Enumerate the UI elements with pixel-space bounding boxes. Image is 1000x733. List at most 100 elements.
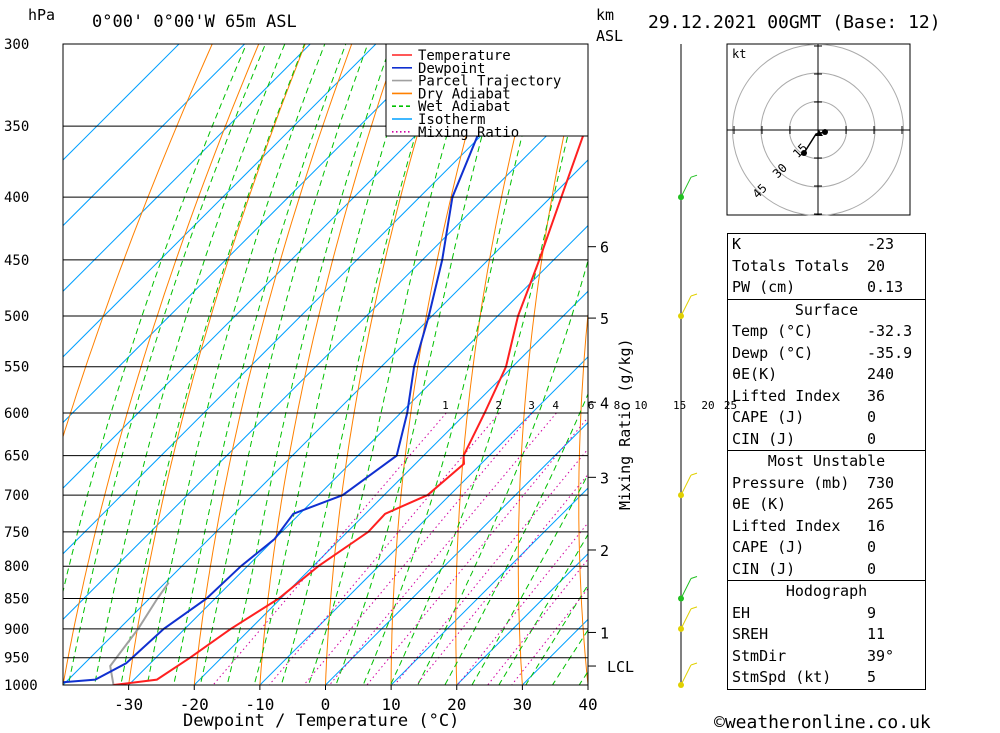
wind-barb bbox=[680, 474, 692, 496]
wind-barb-flag bbox=[690, 662, 698, 666]
hodograph-value: 39° bbox=[867, 646, 895, 665]
km-label: km bbox=[596, 6, 614, 24]
wet-adiabat-line bbox=[417, 258, 588, 685]
mixing-ratio-label: 10 bbox=[634, 399, 647, 412]
altitude-axis: 1 2 3 4 5 6 LCL bbox=[588, 239, 634, 676]
mixing-ratio-label: 8 bbox=[614, 399, 621, 412]
most-unstable-row: CIN (J) 0 bbox=[728, 559, 925, 581]
temperature-tick-label: -20 bbox=[180, 695, 209, 714]
legend-entry-label: Temperature bbox=[418, 48, 511, 64]
pressure-tick-label: 450 bbox=[4, 253, 29, 269]
indices-panel: K -23 Totals Totals 20 PW (cm) 0.13 Surface… bbox=[727, 233, 926, 690]
wind-barb bbox=[680, 608, 692, 630]
dry-adiabat-line bbox=[694, 26, 727, 711]
hodograph-row: StmSpd (kt) 5 bbox=[728, 667, 925, 689]
surface-value: 36 bbox=[867, 386, 886, 405]
altitude-tick-label: 4 bbox=[600, 394, 609, 412]
most-unstable-value: 730 bbox=[867, 473, 895, 492]
hodograph-point bbox=[801, 150, 807, 156]
hodograph-value: 9 bbox=[867, 603, 877, 622]
hodograph-title: Hodograph bbox=[785, 582, 868, 600]
dry-adiabat-line bbox=[637, 26, 681, 711]
wind-barb bbox=[680, 578, 692, 599]
mixing-ratio-line bbox=[366, 416, 588, 685]
most-unstable-value: 265 bbox=[867, 495, 895, 513]
surface-title: Surface bbox=[794, 300, 859, 319]
wind-barb bbox=[680, 176, 692, 198]
pressure-tick-label: 600 bbox=[4, 406, 29, 422]
wind-barb-flag bbox=[690, 293, 698, 297]
surface-row: Dewp (°C) -35.9 bbox=[728, 343, 925, 365]
parcel-trajectory-line bbox=[109, 582, 170, 685]
isotherm-line bbox=[63, 44, 311, 292]
legend-entry-label: Isotherm bbox=[418, 112, 485, 128]
most-unstable-value: 0 bbox=[867, 538, 877, 556]
isotherm-line bbox=[63, 44, 377, 358]
hodograph-row: EH 9 bbox=[728, 603, 925, 625]
wind-barb bbox=[680, 295, 692, 317]
pressure-tick-label: 550 bbox=[4, 360, 29, 376]
isotherm-line bbox=[128, 224, 588, 685]
most-unstable-title: Most Unstable bbox=[767, 452, 886, 470]
wind-level-dot bbox=[678, 312, 684, 319]
location-label: 0°00' 0°00'W 65m ASL bbox=[92, 12, 297, 32]
surface-row: Lifted Index 36 bbox=[728, 386, 925, 408]
dry-adiabat-line bbox=[259, 44, 399, 685]
wind-profile bbox=[678, 44, 698, 688]
wet-adiabat-line bbox=[280, 44, 444, 685]
pressure-axis: 300 350 400 450 500 550 600 650 700 750 800 850 900 9… bbox=[4, 37, 588, 694]
surface-value: 0 bbox=[867, 429, 877, 448]
most-unstable-row: θE (K) 265 bbox=[728, 494, 925, 516]
surface-value: -35.9 bbox=[867, 343, 913, 362]
temperature-tick-label: 0 bbox=[321, 695, 331, 714]
datetime-label: 29.12.2021 00GMT (Base: 12) bbox=[648, 12, 941, 33]
temperature-tick-label: 20 bbox=[447, 695, 466, 714]
wind-barb-flag bbox=[690, 606, 698, 610]
asl-label: ASL bbox=[596, 27, 623, 45]
hodograph-unit-label: kt bbox=[732, 47, 746, 61]
wet-adiabat-line bbox=[551, 629, 588, 685]
wet-adiabat-line bbox=[146, 44, 326, 685]
dry-adiabat-line bbox=[63, 44, 213, 439]
pressure-tick-label: 750 bbox=[4, 525, 29, 541]
wet-adiabat-line bbox=[307, 44, 475, 685]
surface-label: CIN (J) bbox=[732, 429, 796, 448]
temperature-tick-label: 30 bbox=[513, 695, 532, 714]
isotherm-line bbox=[390, 487, 588, 685]
wet-adiabat-line bbox=[525, 584, 588, 685]
dry-adiabat-line bbox=[578, 309, 588, 685]
pressure-tick-label: 950 bbox=[4, 651, 29, 667]
hodograph-row: StmDir 39° bbox=[728, 646, 925, 668]
hodograph-row: SREH 11 bbox=[728, 624, 925, 646]
mixing-ratio-line bbox=[457, 522, 588, 685]
precipitable-water-row: PW (cm) 0.13 bbox=[732, 278, 904, 296]
legend-entry-label: Mixing Ratio bbox=[418, 125, 519, 141]
wet-adiabat-line bbox=[173, 44, 347, 685]
wet-adiabat-line bbox=[335, 44, 508, 685]
altitude-tick-label: 6 bbox=[600, 239, 609, 257]
copyright: ©weatheronline.co.uk bbox=[714, 712, 931, 733]
most-unstable-row: Lifted Index 16 bbox=[728, 516, 925, 538]
pressure-tick-label: 350 bbox=[4, 119, 29, 135]
pressure-tick-label: 700 bbox=[4, 488, 29, 504]
dry-adiabat-line bbox=[324, 44, 446, 685]
mixing-ratio-label: 20 bbox=[701, 399, 714, 412]
surface-value: 240 bbox=[867, 365, 895, 383]
isotherm-line bbox=[63, 44, 508, 489]
pressure-tick-label: 400 bbox=[4, 190, 29, 206]
pressure-tick-label: 1000 bbox=[4, 678, 38, 694]
mixing-ratio-line bbox=[329, 412, 557, 685]
hpa-label: hPa bbox=[28, 6, 55, 24]
most-unstable-value: 0 bbox=[867, 559, 877, 578]
dry-adiabat-line bbox=[128, 44, 306, 685]
legend-entry-label: Wet Adiabat bbox=[418, 99, 511, 115]
altitude-tick-label: 1 bbox=[600, 624, 609, 642]
altitude-tick-label: 2 bbox=[600, 542, 609, 560]
k-index-row: K -23 bbox=[732, 235, 895, 253]
surface-label: Dewp (°C) bbox=[732, 343, 814, 362]
hodograph-trace bbox=[803, 131, 826, 154]
most-unstable-label: Pressure (mb) bbox=[732, 473, 850, 492]
wind-level-dot bbox=[678, 492, 684, 499]
